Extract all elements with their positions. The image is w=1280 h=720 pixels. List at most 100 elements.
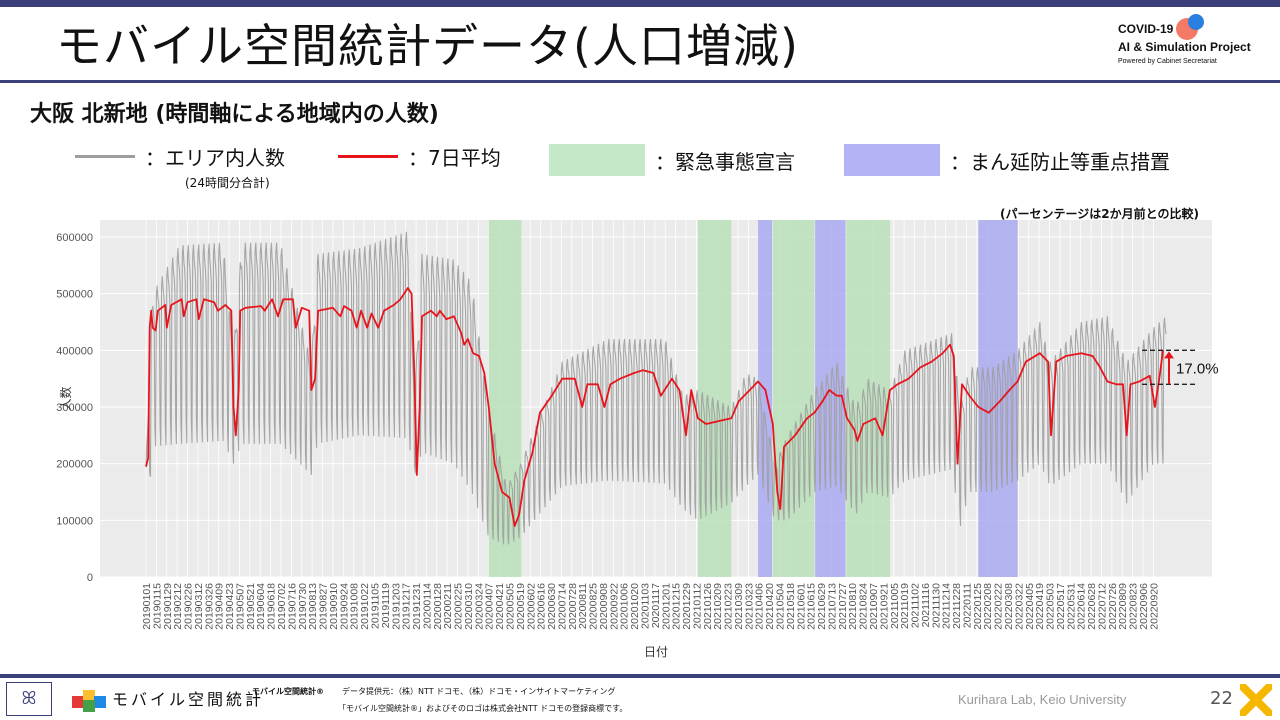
population-chart: 0 100000 200000 300000 400000 500000 600000 201…	[56, 220, 1219, 659]
x-tick-label: 20210921	[878, 583, 890, 630]
x-tick-label: 20200421	[494, 583, 506, 630]
x-tick-label: 20210713	[826, 583, 838, 630]
footer-source: データ提供元：（株）NTT ドコモ、（株）ドコモ・インサイトマーケティング	[342, 687, 616, 696]
x-tick-label: 20220726	[1107, 583, 1119, 630]
x-tick-label: 20191008	[349, 583, 361, 630]
legend-swatch-gray-line	[75, 155, 135, 158]
emergency-band	[697, 220, 732, 577]
project-logo: COVID-19 AI & Simulation Project Powered…	[1118, 14, 1278, 72]
x-tick-label: 20220419	[1034, 583, 1046, 630]
legend-item-daily: ：エリア内人数	[75, 142, 285, 171]
x-tick-label: 20190702	[276, 583, 288, 630]
x-tick-label: 20190730	[297, 583, 309, 630]
x-tick-label: 20200630	[546, 583, 558, 630]
semi-emergency-band	[815, 220, 846, 577]
logo-text-covid: COVID-19	[1118, 22, 1174, 36]
footer: ꕤ モバイル空間統計 モバイル空間統計® データ提供元：（株）NTT ドコモ、（…	[0, 678, 1280, 720]
legend-label-emergency: ：緊急事態宣言	[655, 149, 795, 174]
footer-brand-mark: モバイル空間統計®	[252, 687, 324, 696]
x-tick-label: 20201229	[681, 583, 693, 630]
x-tick-label: 20200505	[504, 583, 516, 630]
legend-swatch-red-line	[338, 155, 398, 158]
x-tick-label: 20211102	[910, 583, 922, 628]
x-tick-label: 20220628	[1086, 583, 1098, 630]
x-tick-label: 20211005	[889, 583, 901, 629]
x-tick-label: 20210323	[743, 583, 755, 630]
x-tick-label: 20190212	[172, 583, 184, 630]
x-tick-label: 20200519	[515, 583, 527, 630]
emergency-band	[772, 220, 815, 577]
x-tick-label: 20200407	[484, 583, 496, 630]
x-tick-label: 20220308	[1003, 583, 1015, 630]
x-tick-label: 20191217	[401, 583, 413, 630]
page-title: モバイル空間統計データ(人口増減)	[56, 19, 799, 73]
x-tick-label: 20190312	[193, 583, 205, 630]
x-tick-label: 20220111	[961, 583, 973, 628]
cubes-icon	[72, 684, 106, 712]
x-tick-label: 20201201	[660, 583, 672, 630]
x-tick-label: 20200616	[536, 583, 548, 630]
x-tick-label: 20220614	[1076, 583, 1088, 630]
chart-subtitle: 大阪 北新地 (時間軸による地域内の人数)	[30, 102, 439, 127]
x-tick-label: 20220823	[1128, 583, 1140, 630]
legend-item-emergency: ：緊急事態宣言	[549, 144, 795, 176]
x-tick-label: 20210629	[816, 583, 828, 630]
x-tick-label: 20220405	[1024, 583, 1036, 630]
x-tick-label: 20190813	[307, 583, 319, 630]
x-tick-label: 20211116	[920, 583, 932, 628]
x-tick-label: 20200908	[598, 583, 610, 630]
x-tick-label: 20220712	[1096, 583, 1108, 630]
x-tick-label: 20201117	[650, 583, 662, 628]
x-tick-label: 20200922	[608, 583, 620, 630]
x-tick-label: 20190618	[266, 583, 278, 630]
x-tick-label: 20210126	[702, 583, 714, 630]
x-tick-label: 20220906	[1138, 583, 1150, 630]
page-number: 22	[1210, 688, 1233, 709]
title-divider	[0, 80, 1280, 83]
x-tick-label: 20190101	[141, 583, 153, 630]
x-tick-label: 20190226	[183, 583, 195, 630]
x-tick-label: 20220208	[982, 583, 994, 630]
y-tick-label: 500000	[56, 289, 93, 301]
x-tick-label: 20200211	[442, 583, 454, 629]
logo-text-powered: Powered by Cabinet Secretariat	[1118, 58, 1217, 65]
footer-lab: Kurihara Lab, Keio University	[958, 692, 1127, 707]
x-tick-label: 20200310	[463, 583, 475, 630]
x-tick-label: 20190326	[203, 583, 215, 630]
x-tick-label: 20210615	[806, 583, 818, 630]
x-tick-label: 20200225	[453, 583, 465, 630]
y-axis-label: 人数	[58, 386, 73, 410]
x-tick-label: 20211019	[899, 583, 911, 629]
x-tick-label: 20220517	[1055, 583, 1067, 630]
x-mark-icon	[1240, 684, 1272, 716]
x-tick-label: 20190129	[162, 583, 174, 630]
legend-swatch-green	[549, 144, 645, 176]
x-tick-label: 20220322	[1013, 583, 1025, 630]
logo-text-project: AI & Simulation Project	[1118, 40, 1251, 54]
legend-label-semi-emergency: ：まん延防止等重点措置	[950, 149, 1170, 174]
x-tick-label: 20201020	[629, 583, 641, 630]
x-tick-label: 20210406	[754, 583, 766, 630]
plot-panel	[100, 220, 1212, 577]
x-tick-label: 20190115	[151, 583, 163, 629]
x-tick-label: 20210907	[868, 583, 880, 630]
x-tick-label: 20220531	[1065, 583, 1077, 630]
seven-day-average-line	[145, 287, 1164, 527]
x-tick-label: 20211228	[951, 583, 963, 629]
x-tick-label: 20200811	[577, 583, 589, 629]
x-tick-label: 20201215	[671, 583, 683, 630]
x-tick-label: 20201006	[619, 583, 631, 630]
x-tick-label: 20200128	[432, 583, 444, 630]
legend-label-daily: ：エリア内人数	[145, 146, 285, 170]
y-tick-label: 400000	[56, 345, 93, 357]
x-tick-label: 20190716	[286, 583, 298, 630]
footer-trademark: 「モバイル空間統計®」およびそのロゴは株式会社NTT ドコモの登録商標です。	[338, 704, 628, 713]
x-tick-label: 20190604	[255, 583, 267, 630]
legend-sub-note: (24時間分合計)	[185, 176, 270, 190]
footer-divider	[0, 674, 1280, 678]
x-axis-label: 日付	[644, 645, 668, 659]
percentage-note: (パーセンテージは2か月前との比較)	[1000, 207, 1199, 221]
x-tick-label: 20220920	[1148, 583, 1160, 630]
x-tick-label: 20191119	[380, 583, 392, 628]
lab-logo-icon: ꕤ	[6, 682, 52, 716]
